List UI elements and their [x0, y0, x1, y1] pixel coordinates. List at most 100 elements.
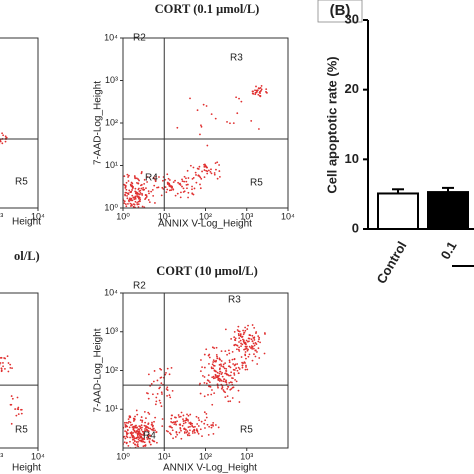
event-dot	[164, 186, 167, 188]
event-dot	[143, 444, 146, 447]
event-dot	[179, 426, 182, 429]
event-dot	[135, 409, 138, 412]
event-dot	[214, 377, 217, 379]
event-dot	[146, 438, 149, 440]
event-dot	[181, 185, 183, 188]
event-dot	[259, 95, 262, 98]
event-dot	[214, 117, 217, 120]
event-dot	[211, 389, 213, 391]
event-dot	[245, 357, 247, 360]
event-dot	[192, 426, 195, 429]
event-dot	[155, 396, 158, 399]
event-dot	[140, 172, 143, 175]
panel-label: (B)	[330, 2, 351, 19]
event-dot	[185, 183, 188, 186]
event-dot	[228, 381, 231, 384]
event-dot	[206, 144, 209, 147]
event-dot	[228, 374, 230, 377]
event-dot	[238, 350, 241, 352]
event-dot	[155, 400, 158, 403]
event-dot	[213, 172, 216, 174]
event-dot	[152, 380, 155, 383]
event-dot	[179, 184, 182, 186]
plot-area	[123, 324, 266, 448]
event-dot	[220, 373, 223, 376]
event-dot	[212, 361, 215, 363]
event-dot	[179, 182, 181, 185]
event-dot	[217, 426, 220, 429]
event-dot	[223, 378, 225, 381]
event-dot	[230, 371, 233, 374]
event-dot	[199, 382, 201, 385]
event-dot	[222, 389, 225, 391]
event-dot	[189, 413, 192, 416]
event-dot	[151, 423, 153, 426]
event-dot	[4, 135, 7, 138]
event-dot	[230, 338, 233, 340]
event-dot	[240, 356, 243, 358]
event-dot	[154, 429, 156, 432]
x-tick-label: 10²	[199, 211, 212, 221]
event-dot	[169, 425, 172, 428]
event-dot	[136, 203, 139, 206]
event-dot	[9, 363, 12, 366]
event-dot	[134, 415, 136, 418]
event-dot	[4, 357, 7, 360]
event-dot	[247, 337, 250, 340]
event-dot	[140, 187, 143, 190]
event-dot	[137, 193, 140, 195]
event-dot	[132, 420, 135, 422]
event-dot	[227, 400, 230, 403]
event-dot	[224, 396, 227, 399]
event-dot	[143, 424, 146, 427]
event-dot	[7, 362, 10, 364]
event-dot	[207, 374, 210, 377]
event-dot	[127, 202, 129, 205]
event-dot	[183, 180, 186, 183]
event-dot	[0, 370, 3, 373]
event-dot	[255, 85, 257, 88]
event-dot	[130, 431, 133, 434]
event-dot	[238, 337, 241, 340]
event-dot	[234, 378, 236, 381]
event-dot	[176, 192, 179, 195]
event-dot	[136, 432, 139, 435]
event-dot	[217, 386, 219, 389]
event-dot	[237, 389, 240, 392]
event-dot	[192, 176, 195, 179]
event-dot	[169, 185, 172, 188]
event-dot	[238, 401, 241, 403]
event-dot	[203, 176, 206, 179]
event-dot	[199, 392, 202, 395]
event-dot	[9, 367, 12, 369]
event-dot	[224, 380, 227, 383]
event-dot	[211, 376, 214, 379]
event-dot	[218, 357, 221, 360]
event-dot	[133, 437, 136, 440]
event-dot	[247, 324, 249, 327]
event-dot	[245, 339, 248, 342]
event-dot	[180, 437, 183, 440]
event-dot	[218, 170, 221, 172]
event-dot	[139, 425, 141, 428]
y-tick-label: 10⁰	[104, 202, 118, 212]
event-dot	[198, 165, 201, 168]
event-dot	[140, 424, 143, 427]
event-dot	[225, 369, 227, 372]
event-dot	[204, 419, 207, 422]
event-dot	[216, 376, 219, 379]
event-dot	[184, 428, 187, 431]
event-dot	[182, 187, 185, 190]
event-dot	[160, 376, 163, 379]
event-dot	[127, 180, 130, 182]
event-dot	[206, 172, 209, 175]
event-dot	[234, 363, 237, 366]
event-dot	[244, 351, 247, 353]
event-dot	[133, 196, 135, 199]
event-dot	[138, 190, 141, 193]
y-tick-label: 10¹	[105, 404, 118, 414]
event-dot	[234, 337, 237, 340]
event-dot	[131, 194, 134, 197]
event-dot	[161, 186, 164, 189]
event-dot	[216, 177, 219, 180]
